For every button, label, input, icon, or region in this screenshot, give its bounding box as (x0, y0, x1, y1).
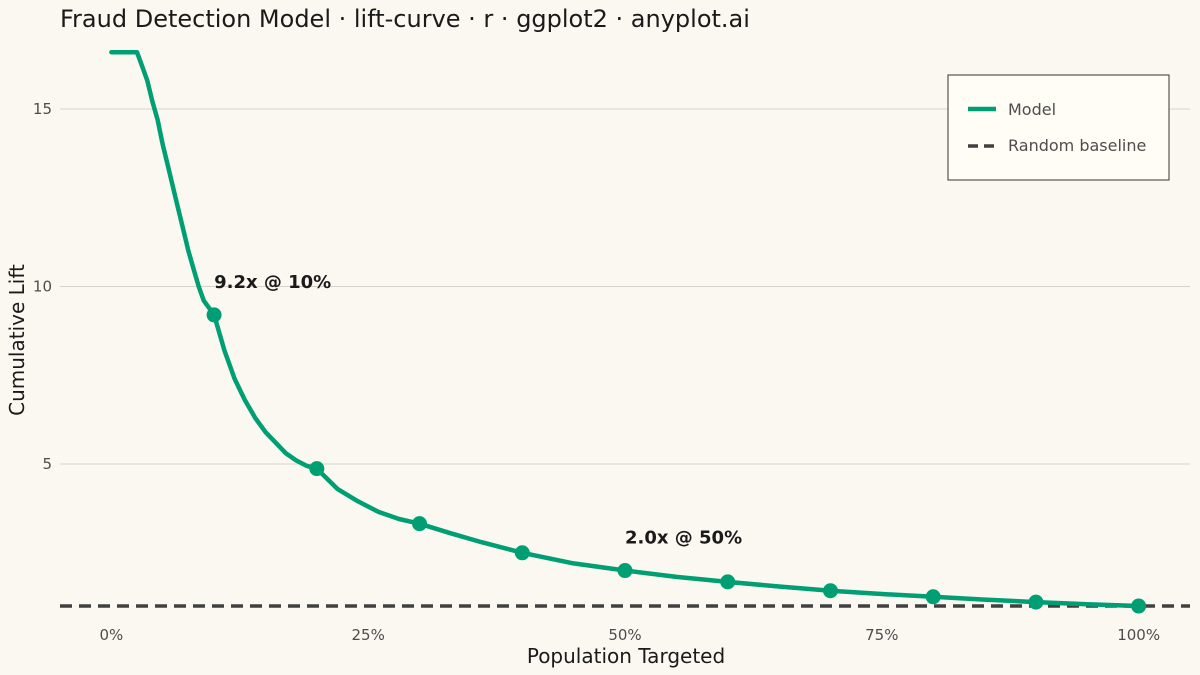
model-marker-4 (617, 563, 633, 579)
x-tick-label-4: 100% (1117, 626, 1160, 644)
legend-box (947, 74, 1170, 181)
model-marker-2 (412, 516, 428, 532)
annotations: 9.2x @ 10% 2.0x @ 50% (214, 272, 742, 549)
annotation-0: 9.2x @ 10% (214, 272, 331, 293)
x-axis-ticks: 0% 25% 50% 75% 100% (99, 626, 1160, 644)
y-tick-label-0: 5 (42, 455, 52, 473)
y-axis-title: Cumulative Lift (5, 264, 29, 416)
model-marker-9 (1131, 598, 1147, 614)
legend: Model Random baseline (947, 74, 1170, 181)
model-marker-3 (514, 545, 530, 561)
legend-label-model: Model (1008, 100, 1056, 119)
annotation-1: 2.0x @ 50% (625, 528, 742, 549)
model-marker-5 (720, 574, 736, 590)
x-tick-label-1: 25% (352, 626, 385, 644)
chart-title: Fraud Detection Model · lift-curve · r ·… (60, 5, 750, 33)
y-tick-label-2: 15 (33, 100, 52, 118)
model-marker-7 (925, 589, 941, 605)
x-tick-label-2: 50% (608, 626, 641, 644)
y-tick-label-1: 10 (33, 278, 52, 296)
legend-label-baseline: Random baseline (1008, 136, 1146, 155)
model-markers (206, 307, 1147, 614)
x-tick-label-3: 75% (865, 626, 898, 644)
y-axis-ticks: 5 10 15 (33, 100, 52, 473)
model-marker-8 (1028, 594, 1044, 610)
x-tick-label-0: 0% (99, 626, 123, 644)
x-axis-title: Population Targeted (527, 644, 725, 668)
model-marker-0 (206, 307, 222, 323)
model-marker-1 (309, 461, 325, 477)
model-marker-6 (822, 583, 838, 599)
